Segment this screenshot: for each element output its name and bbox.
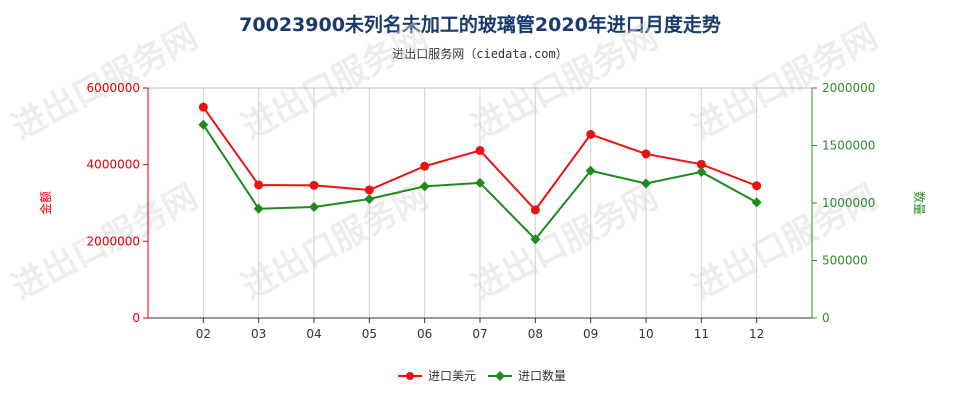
- series-1-point: [309, 180, 319, 190]
- right-axis-tick-label: 1000000: [822, 196, 875, 210]
- series-2-point: [475, 177, 485, 188]
- series-2-point: [253, 203, 264, 214]
- x-axis-tick-label: 09: [583, 327, 598, 341]
- right-axis-tick-label: 1500000: [822, 139, 875, 153]
- series-1-point: [696, 159, 706, 169]
- series-1-point: [530, 205, 540, 215]
- x-axis-tick-label: 08: [528, 327, 543, 341]
- legend-marker: [495, 371, 505, 381]
- series-2-point: [696, 166, 707, 177]
- watermark-text: 进出口服务网: [235, 177, 434, 308]
- x-axis-tick-label: 04: [306, 327, 321, 341]
- series-1-point: [641, 149, 651, 159]
- series-1-point: [586, 129, 596, 139]
- series-2-point: [198, 119, 209, 130]
- left-axis-tick-label: 4000000: [87, 158, 140, 172]
- legend-label: 进口数量: [518, 368, 566, 383]
- series-1-point: [254, 180, 264, 190]
- watermark-text: 进出口服务网: [465, 177, 664, 308]
- x-axis-tick-label: 06: [417, 327, 432, 341]
- series-1-point: [198, 102, 208, 112]
- chart-title: 70023900未列名未加工的玻璃管2020年进口月度走势: [239, 14, 721, 36]
- watermark-text: 进出口服务网: [465, 17, 664, 148]
- x-axis-tick-label: 05: [362, 327, 377, 341]
- left-axis-tick-label: 6000000: [87, 81, 140, 95]
- right-axis-tick-label: 2000000: [822, 81, 875, 95]
- series-1-point: [420, 161, 430, 171]
- x-axis-tick-label: 02: [196, 327, 211, 341]
- left-axis-title: 金额: [38, 191, 53, 215]
- right-axis-tick-label: 500000: [822, 254, 868, 268]
- series-2-point: [530, 234, 541, 245]
- chart-subtitle: 进出口服务网（ciedata.com）: [392, 47, 568, 61]
- x-axis-tick-label: 03: [251, 327, 266, 341]
- x-axis-tick-label: 10: [638, 327, 653, 341]
- left-axis-tick-label: 0: [132, 311, 140, 325]
- right-axis-title: 数量: [912, 191, 927, 215]
- series-1-point: [364, 185, 374, 195]
- series-2-point: [419, 181, 430, 192]
- series-2-point: [751, 197, 762, 208]
- series-2-point: [641, 178, 651, 189]
- x-axis-tick-label: 11: [694, 327, 709, 341]
- series-2-point: [309, 202, 319, 213]
- left-axis-tick-label: 2000000: [87, 234, 140, 248]
- series-2-point: [364, 193, 375, 204]
- legend-marker: [406, 372, 414, 380]
- x-axis-tick-label: 12: [749, 327, 764, 341]
- series-2-point: [585, 165, 596, 176]
- legend-label: 进口美元: [428, 369, 476, 383]
- watermark-text: 进出口服务网: [235, 17, 434, 148]
- series-1-point: [475, 145, 485, 155]
- x-axis-tick-label: 07: [472, 327, 487, 341]
- right-axis-tick-label: 0: [822, 311, 830, 325]
- series-1-point: [752, 181, 762, 191]
